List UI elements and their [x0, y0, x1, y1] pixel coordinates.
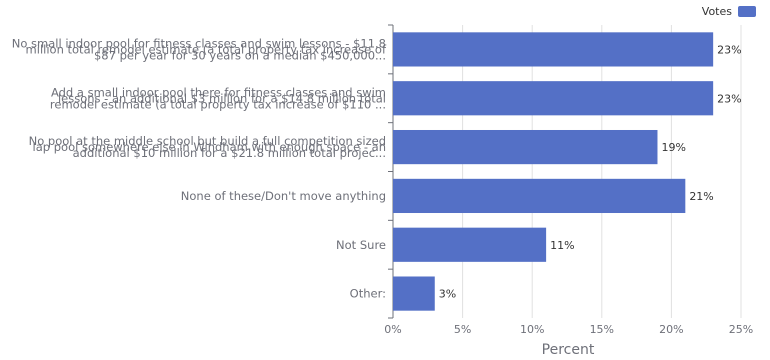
- x-tick-label: 25%: [729, 323, 753, 336]
- bar: [393, 178, 686, 214]
- legend: Votes: [702, 5, 756, 18]
- category-label: No pool at the middle school but build a…: [29, 134, 386, 148]
- bar: [393, 32, 714, 67]
- bar: [393, 81, 714, 116]
- x-axis-title: Percent: [542, 342, 595, 358]
- category-label: None of these/Don't move anything: [181, 189, 386, 203]
- category-label: million total remodel estimate (a total …: [26, 42, 387, 56]
- x-tick-label: 15%: [590, 323, 614, 336]
- x-tick-label: 0%: [384, 323, 401, 336]
- data-label: 3%: [439, 288, 456, 301]
- category-label: Not Sure: [336, 238, 386, 252]
- category-label: remodel estimate (a total property tax i…: [50, 97, 386, 111]
- data-label: 19%: [661, 141, 685, 154]
- x-tick-label: 5%: [454, 323, 471, 336]
- data-label: 23%: [717, 92, 741, 105]
- category-label: Add a small indoor pool there for fitnes…: [51, 85, 386, 99]
- data-label: 11%: [550, 239, 574, 252]
- data-label: 21%: [689, 190, 713, 203]
- data-label: 23%: [717, 43, 741, 56]
- category-label: lessons - an additional $3 million for a…: [58, 91, 386, 105]
- x-tick-label: 10%: [520, 323, 544, 336]
- category-label: $87 per year for 30 years on a median $4…: [94, 48, 386, 62]
- category-label: additional $10 million for a $21.8 milli…: [73, 146, 386, 160]
- legend-swatch: [738, 6, 756, 17]
- bar: [393, 276, 435, 311]
- category-label: lap pool somewhere else in Windham with …: [33, 140, 386, 154]
- bar: [393, 227, 547, 262]
- x-tick-label: 20%: [659, 323, 683, 336]
- category-label: Other:: [350, 287, 386, 301]
- bar: [393, 129, 658, 165]
- category-label: No small indoor pool for fitness classes…: [12, 36, 386, 50]
- legend-label: Votes: [701, 5, 732, 18]
